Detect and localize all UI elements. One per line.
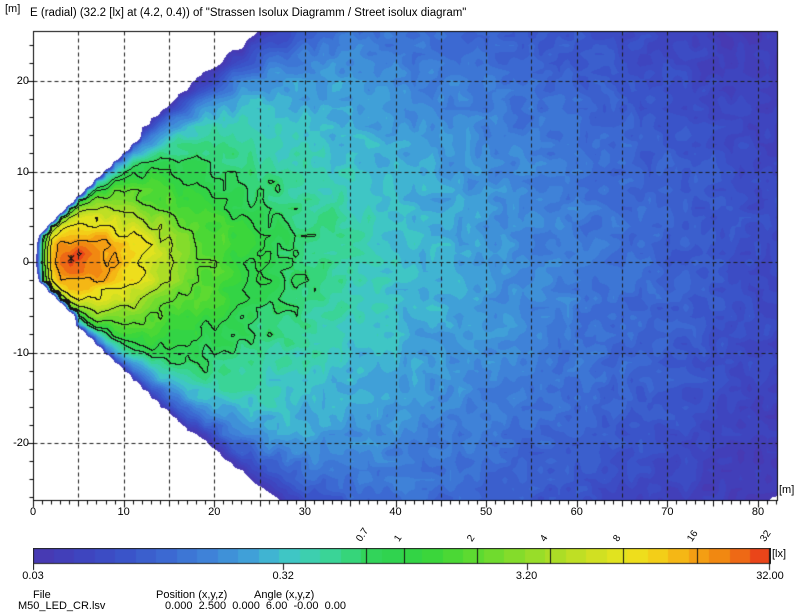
x-tick-label: 70 xyxy=(661,506,674,518)
isolux-plot-canvas xyxy=(20,25,780,509)
x-tick-label: 10 xyxy=(117,506,130,518)
y-tick-label: -20 xyxy=(13,437,29,449)
colorbar-contour-label: 1 xyxy=(391,533,405,544)
x-tick-label: 30 xyxy=(298,506,311,518)
colorbar-canvas xyxy=(33,548,771,571)
y-axis-unit-label: [m] xyxy=(5,3,21,15)
colorbar-contour-label: 32 xyxy=(758,528,774,544)
colorbar-contour-label: 16 xyxy=(684,528,701,544)
y-tick-label: 20 xyxy=(16,75,29,87)
position-angle-values: 0.000 2.500 0.000 6.00 -0.00 0.00 xyxy=(165,600,347,612)
y-tick-label: 0 xyxy=(22,256,29,268)
y-tick-label: -10 xyxy=(13,346,29,359)
x-tick-label: 20 xyxy=(208,506,221,518)
colorbar-contour-label: 2 xyxy=(465,533,478,544)
x-tick-label: 60 xyxy=(570,506,583,518)
angle-label: Angle (x,y,z) xyxy=(254,589,315,601)
file-label: File xyxy=(33,589,51,601)
x-tick-label: 40 xyxy=(389,506,402,518)
y-tick-label: 10 xyxy=(16,165,29,178)
colorbar-tick-label: 0.32 xyxy=(272,570,294,582)
x-tick-label: 0 xyxy=(29,506,37,518)
colorbar-contour-label: 8 xyxy=(611,533,624,544)
x-tick-label: 50 xyxy=(480,506,493,518)
chart-title: E (radial) (32.2 [lx] at (4.2, 0.4)) of … xyxy=(30,7,467,19)
colorbar-tick-label: 32.00 xyxy=(756,570,784,582)
x-tick-label: 80 xyxy=(751,506,765,518)
colorbar-contour-label: 4 xyxy=(538,533,551,544)
colorbar-unit-label: [lx] xyxy=(772,548,787,560)
file-value: M50_LED_CR.lsv xyxy=(18,600,106,612)
position-label: Position (x,y,z) xyxy=(156,589,228,601)
x-axis-unit-label: [m] xyxy=(779,484,795,496)
colorbar-tick-label: 3.20 xyxy=(515,570,538,582)
colorbar-contour-label: 0.7 xyxy=(354,526,372,544)
colorbar-tick-label: 0.03 xyxy=(22,570,44,582)
